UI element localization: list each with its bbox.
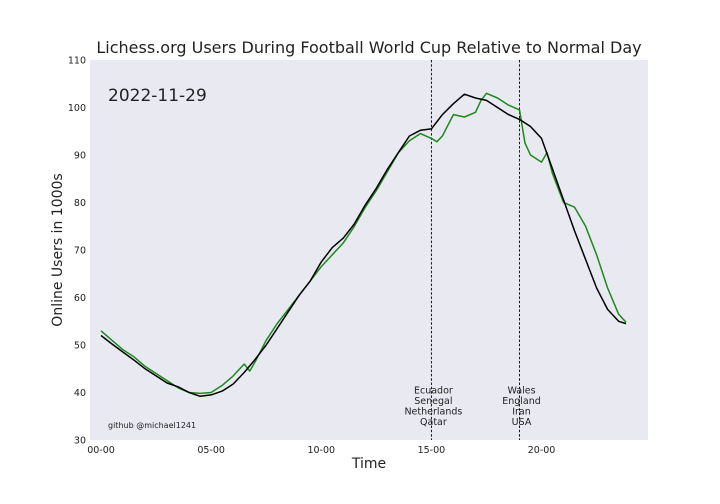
plot-area [90, 60, 648, 440]
y-tick-label: 70 [74, 246, 86, 257]
y-tick-label: 60 [74, 293, 86, 304]
x-tick-label: 05-00 [197, 445, 225, 456]
event-label: Senegal [414, 396, 452, 407]
y-tick-label: 80 [74, 198, 86, 209]
y-tick-label: 90 [74, 151, 86, 162]
date-label: 2022-11-29 [108, 86, 207, 106]
y-tick-label: 30 [74, 436, 86, 447]
y-axis-label: Online Users in 1000s [50, 173, 66, 326]
y-tick-label: 50 [74, 341, 86, 352]
event-label: Qatar [420, 417, 447, 428]
event-label: Iran [512, 407, 531, 418]
x-tick-label: 20-00 [528, 445, 556, 456]
event-label: Wales [507, 386, 535, 397]
event-label: Ecuador [414, 386, 453, 397]
y-tick-label: 100 [68, 103, 86, 114]
series-line-matchday [100, 92, 627, 395]
x-tick-label: 10-00 [307, 445, 335, 456]
series-line-normal [100, 93, 627, 398]
event-label: USA [512, 417, 532, 428]
y-tick-label: 110 [68, 56, 86, 67]
event-label: Netherlands [404, 407, 462, 418]
credit-text: github @michael1241 [108, 421, 196, 430]
y-tick-label: 40 [74, 388, 86, 399]
x-axis-label: Time [351, 456, 386, 472]
chart-title: Lichess.org Users During Football World … [96, 38, 641, 57]
event-label: England [502, 396, 541, 407]
x-tick-label: 00-00 [87, 445, 115, 456]
x-tick-label: 15-00 [418, 445, 446, 456]
